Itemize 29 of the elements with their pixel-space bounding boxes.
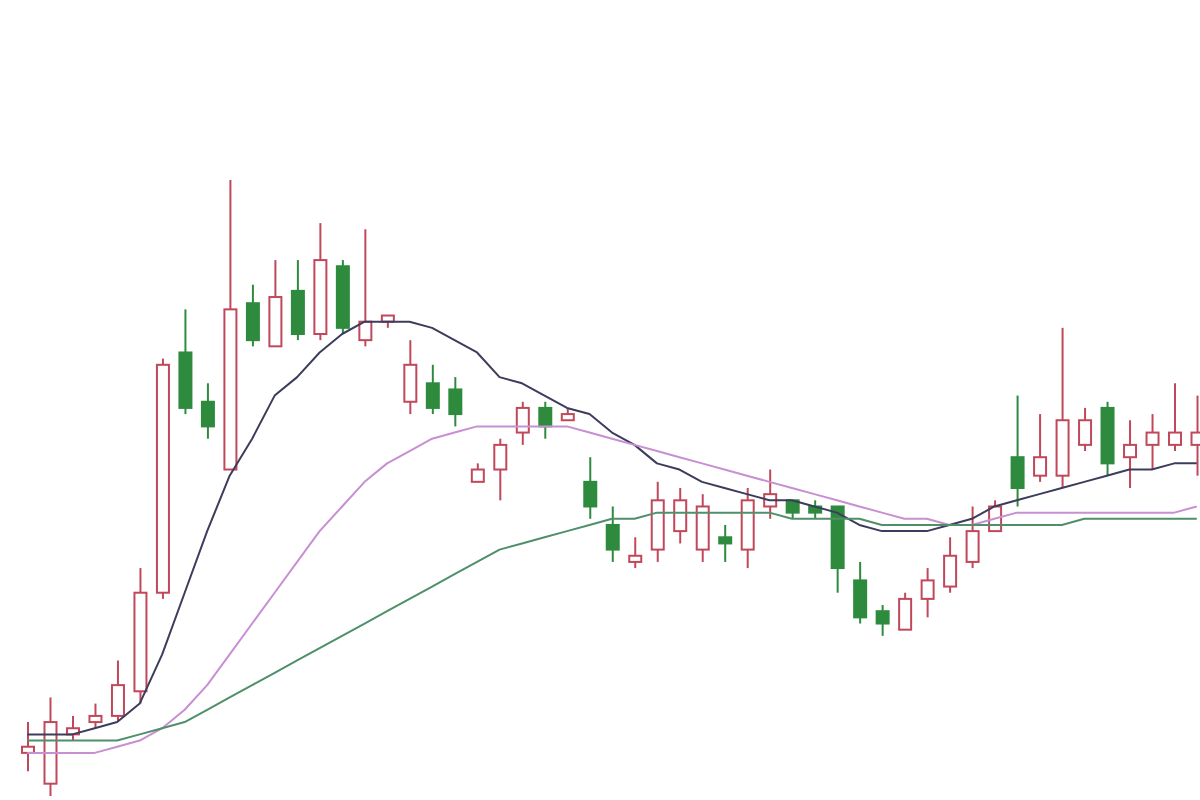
candlestick <box>920 567 935 619</box>
candlestick <box>1123 419 1138 489</box>
candlestick <box>718 523 733 563</box>
candlestick <box>583 456 598 520</box>
candlestick <box>403 339 418 416</box>
candlestick <box>448 376 463 428</box>
candlestick <box>605 505 620 563</box>
candlestick <box>493 437 508 502</box>
candlestick <box>425 363 440 416</box>
candlestick <box>1078 406 1093 453</box>
candlestick <box>1010 394 1025 508</box>
candlestick <box>853 560 868 625</box>
candlestick <box>515 400 530 446</box>
candlestick <box>88 702 103 730</box>
candlestick <box>695 493 710 563</box>
candlestick <box>245 283 260 348</box>
candlestick <box>673 487 688 545</box>
candlestick <box>943 536 958 594</box>
candlestick <box>200 382 215 440</box>
candlestick <box>628 536 643 570</box>
candlestick <box>1033 413 1048 483</box>
candlestick <box>290 259 305 342</box>
candlestick <box>1168 382 1183 453</box>
candlestick <box>965 505 980 570</box>
candlestick <box>110 659 125 724</box>
candlestick <box>1145 413 1160 471</box>
candlestick <box>470 462 485 483</box>
candlestick <box>875 604 890 637</box>
candlestick <box>898 591 913 631</box>
